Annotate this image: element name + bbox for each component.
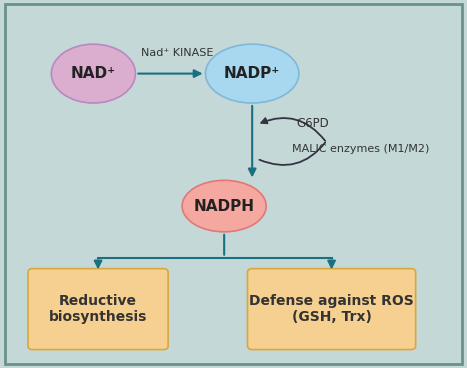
Text: NAD⁺: NAD⁺ — [71, 66, 116, 81]
FancyBboxPatch shape — [248, 269, 416, 350]
Ellipse shape — [205, 44, 299, 103]
Text: Defense against ROS
(GSH, Trx): Defense against ROS (GSH, Trx) — [249, 294, 414, 324]
Text: Nad⁺ KINASE: Nad⁺ KINASE — [142, 48, 213, 59]
Text: NADPH: NADPH — [194, 199, 255, 213]
Text: NADP⁺: NADP⁺ — [224, 66, 280, 81]
Text: G6PD: G6PD — [297, 117, 329, 130]
Ellipse shape — [182, 180, 266, 232]
Ellipse shape — [51, 44, 135, 103]
Text: MALIC enzymes (M1/M2): MALIC enzymes (M1/M2) — [292, 144, 429, 154]
Text: Reductive
biosynthesis: Reductive biosynthesis — [49, 294, 147, 324]
FancyBboxPatch shape — [28, 269, 168, 350]
